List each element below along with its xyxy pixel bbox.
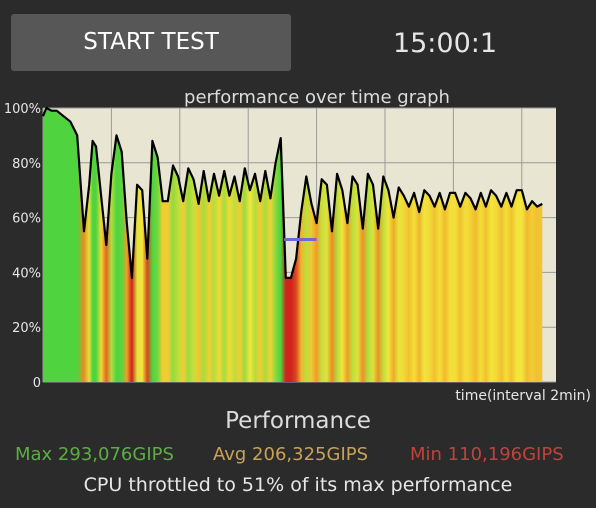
performance-heading: Performance bbox=[225, 408, 371, 434]
y-tick-label: 80% bbox=[12, 157, 41, 172]
performance-line bbox=[41, 106, 543, 279]
chart-title: performance over time graph bbox=[184, 87, 450, 108]
performance-area bbox=[43, 108, 543, 382]
performance-stats: Max 293,076GIPS Avg 206,325GIPS Min 110,… bbox=[0, 444, 596, 470]
y-tick-label: 0 bbox=[33, 376, 41, 391]
min-stat: Min 110,196GIPS bbox=[410, 444, 564, 465]
y-tick-label: 40% bbox=[12, 266, 41, 281]
y-tick-label: 20% bbox=[12, 321, 41, 336]
y-tick-label: 60% bbox=[12, 212, 41, 227]
y-axis: 0 20% 40% 60% 80% 100% bbox=[4, 102, 41, 391]
start-test-button[interactable]: START TEST bbox=[11, 14, 291, 71]
test-timer: 15:00:1 bbox=[392, 28, 498, 59]
max-stat: Max 293,076GIPS bbox=[15, 444, 174, 465]
x-axis-label: time(interval 2min) bbox=[455, 388, 591, 404]
y-tick-label: 100% bbox=[4, 102, 41, 117]
performance-chart: performance over time graph 0 20% 40% 60% 80… bbox=[4, 87, 591, 404]
avg-stat: Avg 206,325GIPS bbox=[213, 444, 369, 465]
throttle-message: CPU throttled to 51% of its max performa… bbox=[83, 474, 513, 496]
